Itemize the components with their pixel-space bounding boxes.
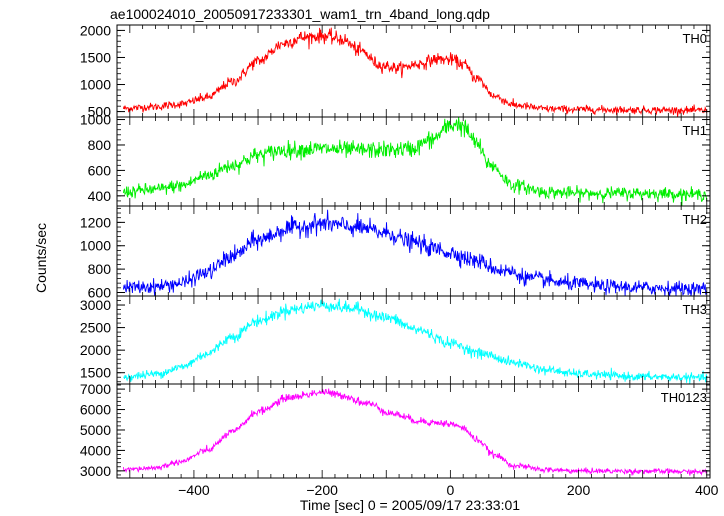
- panel-frame: [116, 24, 711, 118]
- panels-group: 500100015002000TH04006008001000TH1600800…: [80, 22, 719, 498]
- panel-th3: 1500 2000 2500 3000 TH3: [80, 295, 711, 385]
- panel-th1: 400 600 800 1000 TH1: [80, 112, 711, 207]
- y-tick-label: 800: [88, 137, 112, 153]
- y-tick-label: 1200: [80, 214, 111, 230]
- y-tick-label: 4000: [80, 442, 111, 458]
- y-tick-label: 7000: [80, 381, 111, 397]
- series-line-th2: [122, 209, 708, 297]
- y-axis-label: Counts/sec: [33, 223, 49, 293]
- y-tick-label: 500: [88, 104, 112, 120]
- panel-label: TH3: [682, 302, 707, 317]
- x-tick-label: −200: [306, 482, 338, 498]
- y-tick-label: 2000: [80, 342, 111, 358]
- y-tick-label: 1000: [80, 77, 111, 93]
- y-tick-label: 1500: [80, 365, 111, 381]
- x-tick-label: 200: [567, 482, 591, 498]
- y-tick-label: 3000: [80, 463, 111, 479]
- y-tick-label: 400: [88, 188, 112, 204]
- x-tick-label: −400: [178, 482, 210, 498]
- y-tick-label: 600: [88, 284, 112, 300]
- y-tick-label: 1000: [80, 238, 111, 254]
- y-tick-label: 3000: [80, 297, 111, 313]
- series-line-th1: [122, 116, 708, 206]
- panel-th0: 500 1000 1500 2000 TH0: [80, 22, 711, 120]
- y-tick-label: 6000: [80, 402, 111, 418]
- y-tick-label: 2500: [80, 320, 111, 336]
- series-line-th0123: [122, 388, 708, 476]
- panel-th2: 600 800 1000 1200 TH2: [80, 205, 711, 300]
- panel-label: TH1: [682, 123, 707, 138]
- panel-label: TH0123: [661, 390, 707, 405]
- panel-frame: [116, 383, 711, 479]
- y-tick-label: 1500: [80, 49, 111, 65]
- x-tick-label: 0: [446, 482, 454, 498]
- series-line-th0: [122, 27, 708, 118]
- panel-th0123: 3000 4000 5000 6000 7000 TH0123: [80, 381, 711, 479]
- x-axis-label: Time [sec] 0 = 2005/09/17 23:33:01: [300, 497, 520, 513]
- y-tick-label: 600: [88, 162, 112, 178]
- y-tick-label: 2000: [80, 22, 111, 38]
- chart-title: ae100024010_20050917233301_wam1_trn_4ban…: [110, 6, 490, 22]
- y-tick-label: 800: [88, 261, 112, 277]
- panel-label: TH2: [682, 212, 707, 227]
- panel-label: TH0: [682, 31, 707, 46]
- y-tick-label: 5000: [80, 422, 111, 438]
- panel-frame: [116, 295, 711, 385]
- y-tick-label: 1000: [80, 112, 111, 128]
- series-line-th3: [123, 298, 708, 384]
- x-tick-label: 400: [695, 482, 719, 498]
